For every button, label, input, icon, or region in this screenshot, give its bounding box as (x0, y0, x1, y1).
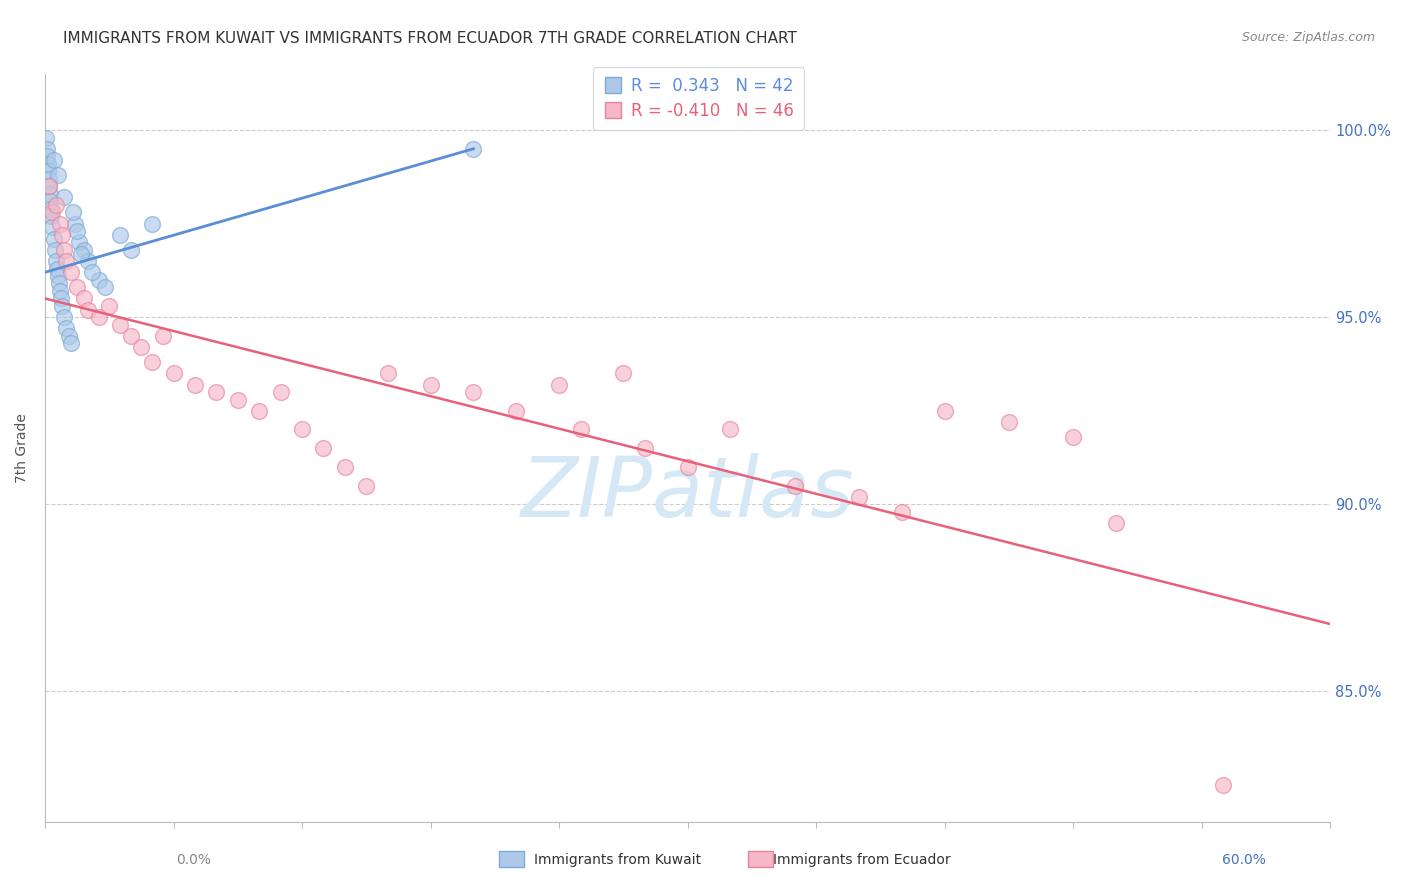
Point (226, 392, 249, 407)
Point (848, 490, 870, 504)
Point (53, 190, 76, 204)
Point (120, 243, 142, 257)
Point (66, 280, 89, 294)
Point (41, 205, 63, 219)
Point (82, 265, 104, 279)
Point (46, 168, 69, 182)
Point (720, 422, 742, 436)
Point (463, 142, 485, 156)
Legend: R =  0.343   N = 42, R = -0.410   N = 46: R = 0.343 N = 42, R = -0.410 N = 46 (593, 67, 804, 130)
Point (35, 130, 58, 145)
Point (41, 220, 63, 235)
Point (356, 478, 378, 492)
Point (55, 254, 77, 268)
Point (38, 179, 60, 194)
Point (108, 227, 131, 242)
Point (890, 505, 912, 519)
Point (98, 299, 121, 313)
Point (1105, 516, 1128, 530)
Point (38, 179, 60, 194)
Point (58, 329, 80, 343)
Point (53, 310, 76, 325)
Text: Immigrants from Ecuador: Immigrants from Ecuador (773, 853, 950, 867)
Point (333, 459, 356, 474)
Y-axis label: 7th Grade: 7th Grade (15, 413, 30, 483)
Point (59, 265, 82, 279)
Point (63, 217, 86, 231)
Point (37, 157, 59, 171)
Point (108, 318, 131, 332)
Point (62, 205, 84, 219)
Point (377, 367, 399, 381)
Text: IMMIGRANTS FROM KUWAIT VS IMMIGRANTS FROM ECUADOR 7TH GRADE CORRELATION CHART: IMMIGRANTS FROM KUWAIT VS IMMIGRANTS FRO… (63, 31, 797, 46)
Point (998, 415, 1021, 429)
Text: ZIPatlas: ZIPatlas (520, 452, 855, 533)
Point (87, 310, 110, 325)
Point (41, 209, 63, 223)
Point (783, 478, 806, 492)
Text: 0.0%: 0.0% (176, 853, 211, 867)
Point (634, 441, 657, 455)
Point (548, 377, 571, 392)
Point (39, 202, 62, 216)
Point (131, 340, 153, 354)
Point (291, 422, 314, 436)
Point (152, 329, 174, 343)
Point (38, 171, 60, 186)
Point (42, 231, 65, 245)
Point (612, 367, 634, 381)
Point (45, 254, 67, 268)
Point (120, 329, 142, 343)
Text: Source: ZipAtlas.com: Source: ZipAtlas.com (1241, 31, 1375, 45)
Point (35, 142, 58, 156)
Point (49, 292, 72, 306)
Point (49, 284, 72, 298)
Point (44, 243, 66, 257)
Point (46, 268, 69, 283)
Point (505, 403, 527, 417)
Point (94, 280, 117, 294)
Point (39, 194, 62, 209)
Point (1062, 430, 1084, 444)
Point (569, 422, 592, 436)
Point (37, 164, 59, 178)
Point (49, 217, 72, 231)
Point (45, 261, 67, 276)
Point (38, 186, 60, 201)
Point (184, 377, 207, 392)
Point (676, 459, 699, 474)
Point (312, 441, 335, 455)
Point (76, 254, 98, 268)
Point (45, 198, 67, 212)
Point (67, 235, 90, 250)
Point (42, 153, 65, 167)
Text: Immigrants from Kuwait: Immigrants from Kuwait (534, 853, 702, 867)
Point (53, 243, 76, 257)
Point (1212, 778, 1234, 792)
Point (72, 243, 94, 257)
Point (48, 277, 70, 291)
Point (463, 384, 485, 399)
Point (419, 377, 441, 392)
Point (76, 302, 98, 317)
Point (59, 336, 82, 351)
Point (934, 403, 956, 417)
Point (270, 384, 292, 399)
Point (141, 355, 163, 369)
Point (141, 217, 163, 231)
Point (205, 384, 228, 399)
Point (66, 224, 89, 238)
Point (87, 273, 110, 287)
Point (162, 367, 184, 381)
Point (70, 246, 93, 260)
Point (72, 292, 94, 306)
Point (51, 299, 73, 313)
Point (37, 149, 59, 163)
Point (51, 227, 73, 242)
Point (55, 321, 77, 335)
Point (247, 403, 270, 417)
Text: 60.0%: 60.0% (1222, 853, 1265, 867)
